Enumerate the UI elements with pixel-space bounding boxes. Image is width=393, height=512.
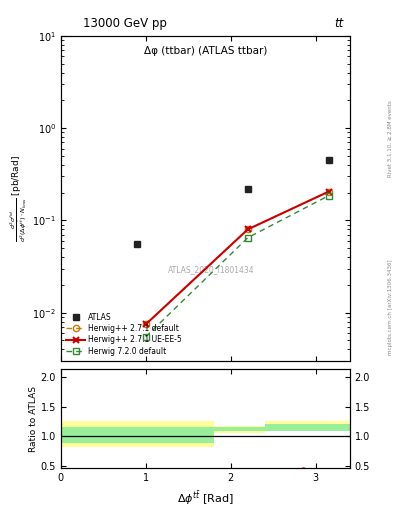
- Herwig++ 2.7.1 default: [246, 226, 250, 232]
- ATLAS: [135, 241, 140, 247]
- Herwig 7.2.0 default: [246, 234, 250, 241]
- Text: Δφ (ttbar) (ATLAS ttbar): Δφ (ttbar) (ATLAS ttbar): [144, 46, 267, 56]
- Herwig 7.2.0 default: [143, 334, 148, 340]
- Herwig++ 2.7.1 UE-EE-5: [246, 226, 250, 232]
- Herwig++ 2.7.1 default: [326, 188, 331, 195]
- Line: Herwig 7.2.0 default: Herwig 7.2.0 default: [143, 193, 332, 340]
- Legend: ATLAS, Herwig++ 2.7.1 default, Herwig++ 2.7.1 UE-EE-5, Herwig 7.2.0 default: ATLAS, Herwig++ 2.7.1 default, Herwig++ …: [65, 311, 184, 357]
- Y-axis label: Ratio to ATLAS: Ratio to ATLAS: [29, 386, 38, 452]
- Herwig++ 2.7.1 default: [143, 321, 148, 327]
- Herwig++ 2.7.1 UE-EE-5: [143, 321, 148, 327]
- Text: Rivet 3.1.10, ≥ 2.8M events: Rivet 3.1.10, ≥ 2.8M events: [388, 100, 393, 177]
- Herwig 7.2.0 default: [326, 193, 331, 199]
- Herwig++ 2.7.1 UE-EE-5: [326, 188, 331, 195]
- ATLAS: [246, 186, 250, 192]
- Text: ATLAS_2020_I1801434: ATLAS_2020_I1801434: [168, 265, 254, 274]
- X-axis label: $\Delta\phi^{t\bar{t}}$ [Rad]: $\Delta\phi^{t\bar{t}}$ [Rad]: [177, 489, 234, 506]
- ATLAS: [326, 157, 331, 163]
- Text: tt: tt: [334, 17, 344, 30]
- Text: mcplots.cern.ch [arXiv:1306.3436]: mcplots.cern.ch [arXiv:1306.3436]: [388, 260, 393, 355]
- Line: Herwig++ 2.7.1 default: Herwig++ 2.7.1 default: [143, 188, 332, 327]
- Line: Herwig++ 2.7.1 UE-EE-5: Herwig++ 2.7.1 UE-EE-5: [142, 188, 332, 328]
- Y-axis label: $\frac{d^2\sigma^{fid}}{d^2(\Delta\phi^{t\bar{t}}) \cdot N_{loss}}$ [pb/Rad]: $\frac{d^2\sigma^{fid}}{d^2(\Delta\phi^{…: [9, 155, 29, 242]
- Line: ATLAS: ATLAS: [134, 157, 332, 248]
- Text: 13000 GeV pp: 13000 GeV pp: [83, 17, 166, 30]
